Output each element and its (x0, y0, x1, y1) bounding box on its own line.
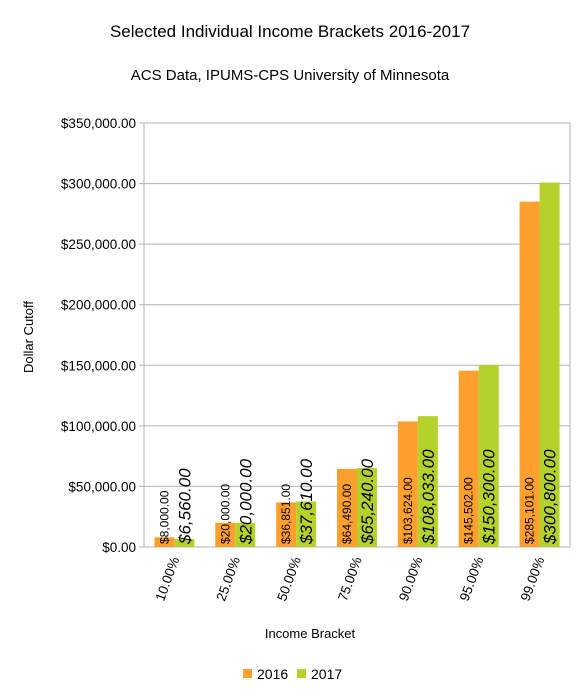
y-tick-label: $0.00 (102, 540, 136, 555)
bar-2016 (337, 468, 357, 547)
bar-2016 (276, 502, 297, 547)
bar-2017 (357, 467, 377, 547)
data-label: $8,000.00 (157, 490, 171, 544)
legend-label: 2016 (257, 666, 288, 682)
y-tick-label: $250,000.00 (61, 237, 136, 252)
legend-swatch-2016 (243, 669, 252, 678)
data-label: $108,033.00 (419, 449, 438, 545)
y-tick-label: $200,000.00 (61, 298, 136, 313)
x-tick-label: 99.00% (518, 555, 548, 603)
bar-2016 (154, 537, 175, 547)
data-label: $103,624.00 (401, 477, 415, 544)
bar-2016 (458, 370, 479, 547)
bar-2017 (174, 539, 195, 547)
y-tick-label: $350,000.00 (61, 116, 136, 131)
legend-swatch-2017 (297, 669, 306, 678)
y-tick-label: $100,000.00 (61, 419, 136, 434)
bar-2016 (397, 421, 418, 547)
bar-2016 (215, 522, 236, 547)
data-label: $65,240.00 (358, 458, 377, 545)
x-tick-label: 95.00% (457, 555, 487, 603)
data-label: $145,502.00 (462, 477, 476, 544)
chart-subtitle: ACS Data, IPUMS-CPS University of Minnes… (131, 67, 450, 84)
data-label: $36,851.00 (279, 484, 293, 544)
y-tick-label: $300,000.00 (61, 177, 136, 192)
y-tick-label: $50,000.00 (68, 479, 136, 494)
x-axis: 10.00% 25.00% 50.00% 75.00% 90.00% 95.00% 99.0… (152, 555, 547, 603)
x-tick-label: 10.00% (152, 555, 182, 603)
y-tick-label: $150,000.00 (61, 358, 136, 373)
chart-title: Selected Individual Income Brackets 2016… (110, 22, 470, 41)
data-label: $285,101.00 (523, 477, 537, 544)
legend-label: 2017 (311, 666, 342, 682)
data-label: $20,000.00 (236, 458, 255, 545)
data-label: $150,300.00 (480, 449, 499, 545)
gridlines (139, 122, 571, 548)
bar-2017 (235, 522, 256, 547)
data-label: $6,560.00 (175, 468, 194, 545)
bar-2017 (296, 501, 317, 547)
x-tick-label: 75.00% (335, 555, 365, 603)
x-tick-label: 25.00% (213, 555, 243, 603)
bar-2017 (417, 416, 438, 547)
x-axis-title: Income Bracket (265, 626, 356, 641)
bar-2017 (539, 182, 560, 547)
y-axis: $0.00 $50,000.00 $100,000.00 $150,000.00 $20… (61, 116, 136, 555)
data-label: $300,800.00 (541, 449, 560, 545)
data-label: $64,490.00 (340, 484, 354, 544)
legend: 2016 2017 (243, 666, 342, 682)
y-axis-title: Dollar Cutoff (21, 301, 36, 373)
bar-2017 (478, 364, 499, 547)
bars: $8,000.00 $6,560.00 $20,000.00 $20,000.00 $3… (154, 182, 560, 548)
data-label: $37,610.00 (297, 458, 316, 545)
data-label: $20,000.00 (218, 484, 232, 544)
x-tick-label: 90.00% (396, 555, 426, 603)
bar-2016 (519, 201, 540, 548)
x-tick-label: 50.00% (274, 555, 304, 603)
